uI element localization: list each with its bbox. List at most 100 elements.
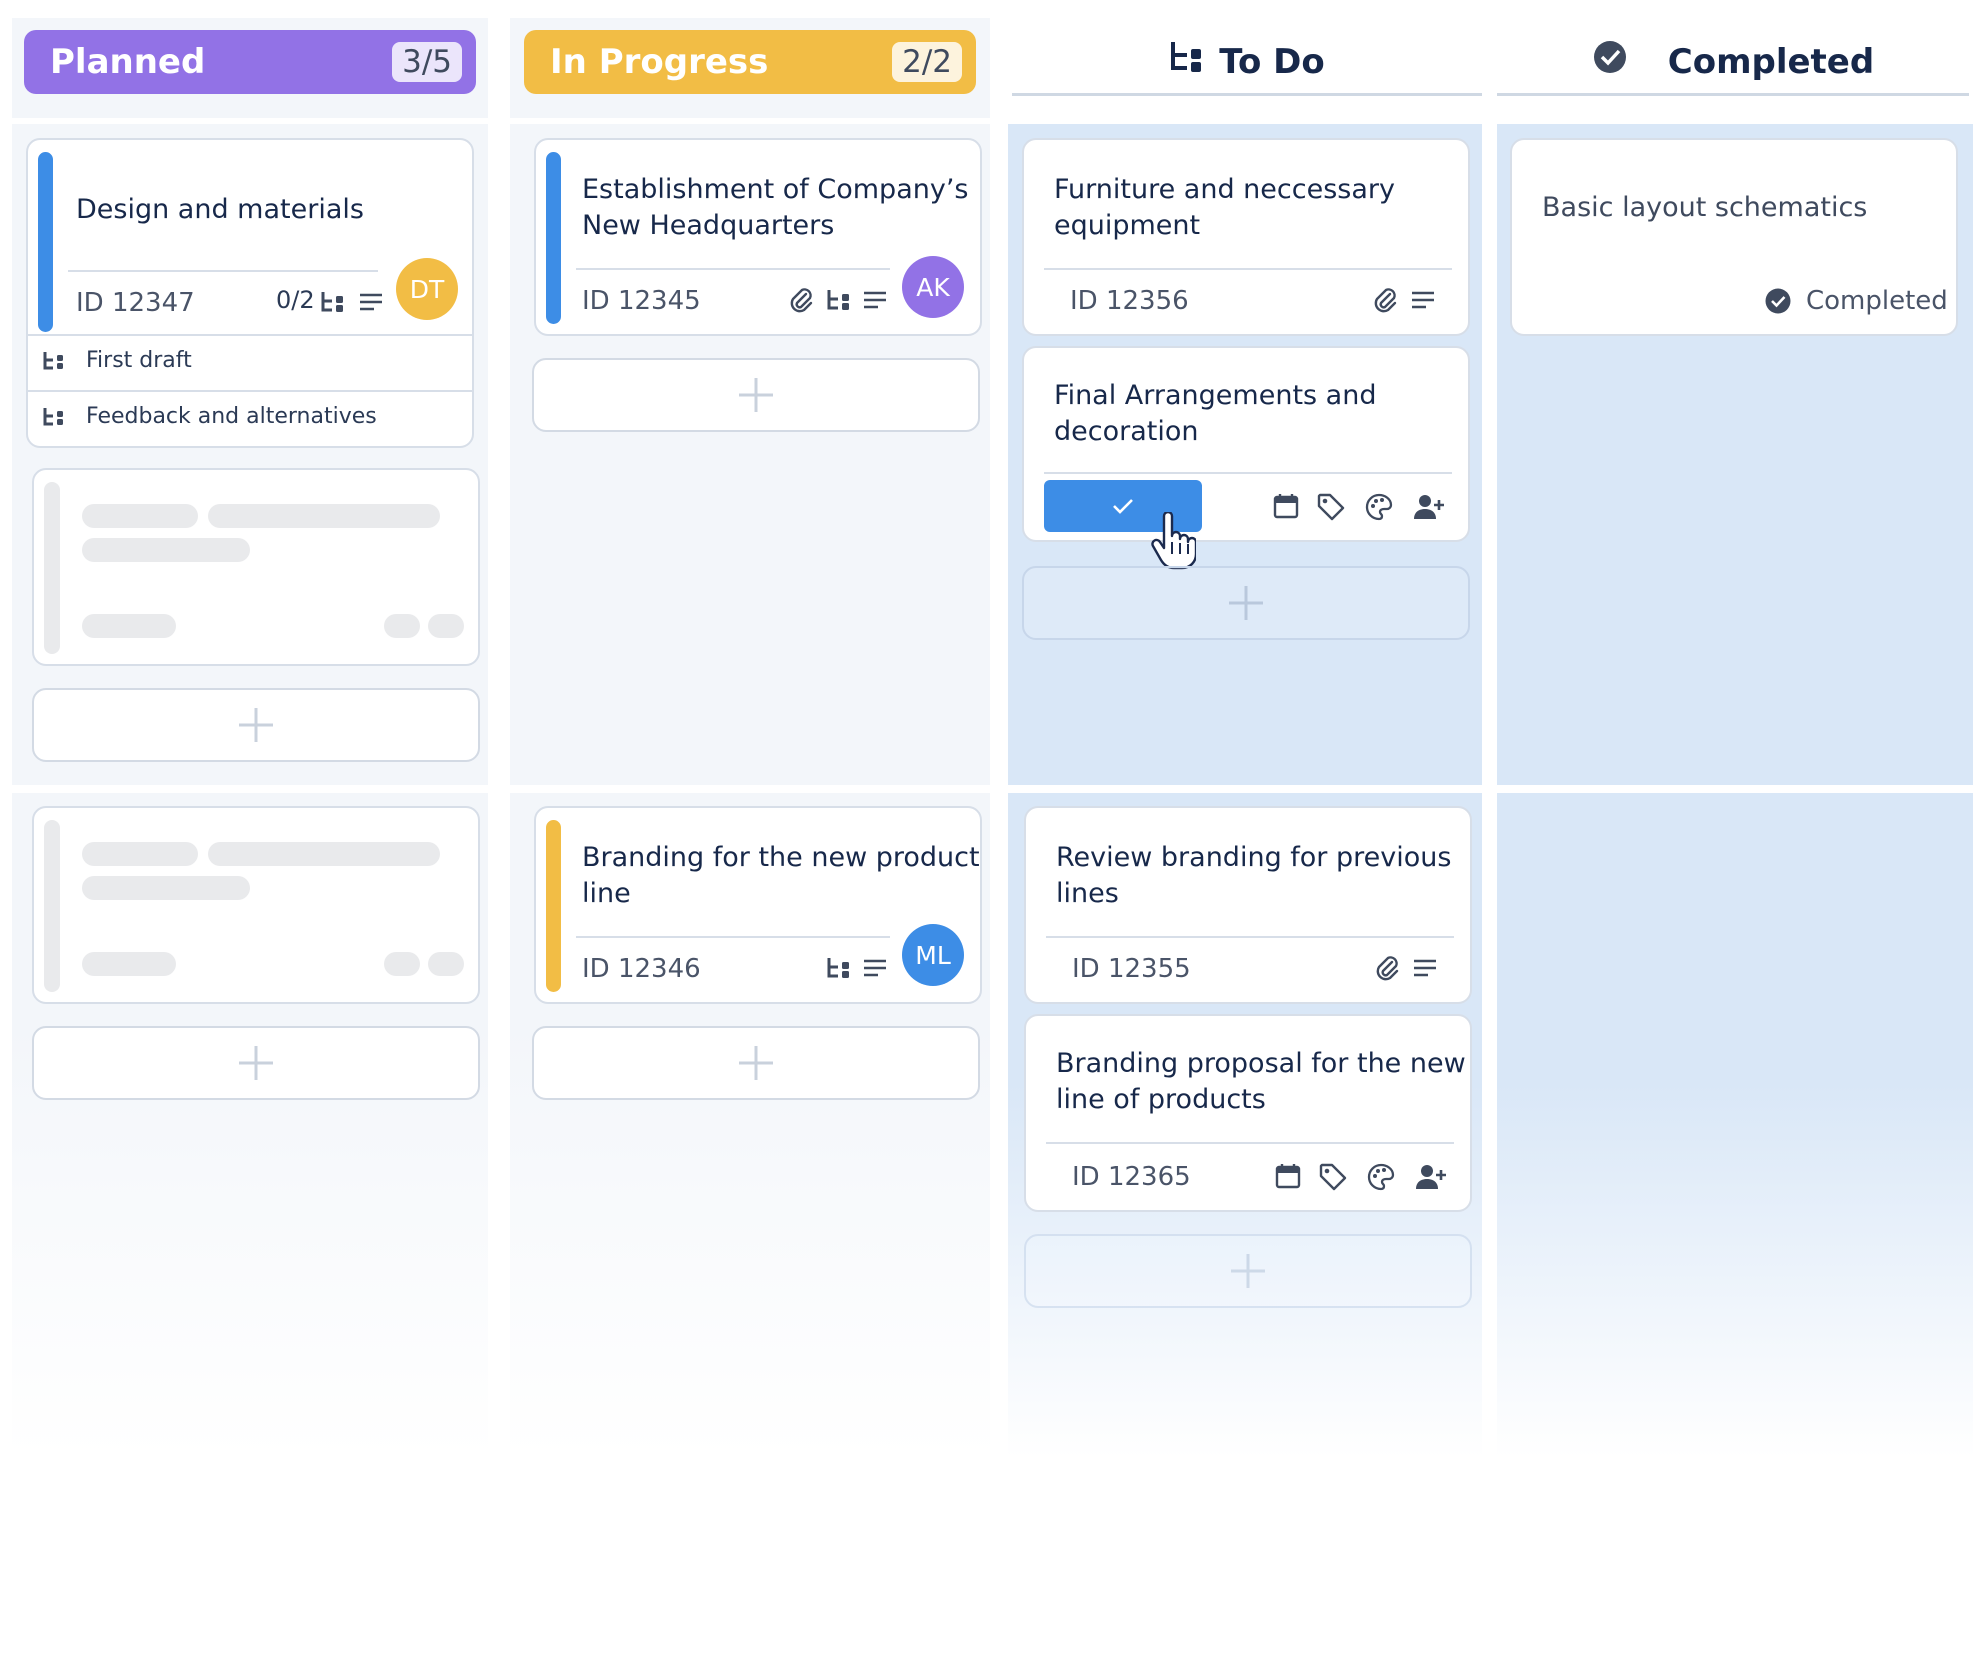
task-card-branding-new[interactable]: Branding for the new product line ID 123… xyxy=(534,806,982,1004)
card-id: ID 12356 xyxy=(1070,286,1189,316)
palette-icon[interactable] xyxy=(1364,492,1394,522)
card-id: ID 12345 xyxy=(582,286,701,316)
attachment-icon xyxy=(788,286,814,316)
skeleton-dot xyxy=(428,952,464,976)
in-progress-count-badge: 2/2 xyxy=(892,42,962,82)
subtask-icon xyxy=(43,407,63,425)
plus-icon xyxy=(739,378,773,412)
add-person-icon[interactable] xyxy=(1414,1162,1448,1192)
skeleton-line xyxy=(82,876,250,900)
completed-title: Completed xyxy=(1667,41,1875,82)
card-title-line1: Branding proposal for the new xyxy=(1056,1048,1466,1079)
mark-complete-button[interactable] xyxy=(1044,480,1202,532)
checkmark-icon xyxy=(1113,499,1133,514)
card-title-line1: Review branding for previous xyxy=(1056,842,1452,873)
check-circle-icon xyxy=(1592,39,1628,84)
add-card-button[interactable] xyxy=(1024,1234,1472,1308)
calendar-icon[interactable] xyxy=(1272,492,1300,520)
subtask-icon xyxy=(43,351,63,369)
card-divider xyxy=(1044,472,1452,474)
priority-bar xyxy=(546,152,561,324)
subtask-item[interactable]: First draft xyxy=(42,348,192,373)
description-icon xyxy=(862,290,888,310)
card-divider xyxy=(1046,936,1454,938)
avatar[interactable]: DT xyxy=(396,258,458,320)
tag-icon[interactable] xyxy=(1318,1162,1348,1192)
priority-bar xyxy=(38,152,53,332)
card-divider xyxy=(28,334,474,336)
tag-icon[interactable] xyxy=(1316,492,1346,522)
skeleton-line xyxy=(208,842,440,866)
planned-title: Planned xyxy=(50,42,206,82)
plus-icon xyxy=(1231,1254,1265,1288)
skeleton-dot xyxy=(428,614,464,638)
card-id: ID 12347 xyxy=(76,288,195,318)
add-card-button[interactable] xyxy=(32,688,480,762)
card-title-line2: equipment xyxy=(1054,210,1201,241)
skeleton-line xyxy=(82,538,250,562)
avatar[interactable]: ML xyxy=(902,924,964,986)
planned-header[interactable]: Planned 3/5 xyxy=(24,30,476,94)
skeleton-bar xyxy=(44,820,60,992)
task-card-design[interactable]: Design and materials ID 12347 0/2 DT Fir… xyxy=(26,138,474,448)
placeholder-card xyxy=(32,806,480,1004)
subtask-count: 0/2 xyxy=(276,286,315,314)
skeleton-line xyxy=(208,504,440,528)
placeholder-card xyxy=(32,468,480,666)
attachment-icon xyxy=(1372,286,1398,316)
card-title-line2: decoration xyxy=(1054,416,1199,447)
description-icon xyxy=(862,958,888,978)
task-card-basic-layout[interactable]: Basic layout schematics Completed xyxy=(1510,138,1958,336)
card-title-line1: Branding for the new product xyxy=(582,842,980,873)
subtask-item[interactable]: Feedback and alternatives xyxy=(42,404,377,429)
planned-count-badge: 3/5 xyxy=(392,42,462,82)
completed-header[interactable]: Completed xyxy=(1497,30,1969,96)
task-card-review-branding[interactable]: Review branding for previous lines ID 12… xyxy=(1024,806,1472,1004)
plus-icon xyxy=(239,708,273,742)
card-divider xyxy=(1046,1142,1454,1144)
skeleton-dot xyxy=(384,952,420,976)
calendar-icon[interactable] xyxy=(1274,1162,1302,1190)
add-person-icon[interactable] xyxy=(1412,492,1446,522)
attachment-icon xyxy=(1374,954,1400,984)
pointer-cursor-icon xyxy=(1150,510,1198,576)
subtask-icon xyxy=(826,288,852,312)
description-icon xyxy=(1410,290,1436,310)
card-title-line2: line xyxy=(582,878,631,909)
task-card-furniture[interactable]: Furniture and neccessary equipment ID 12… xyxy=(1022,138,1470,336)
card-title-line2: New Headquarters xyxy=(582,210,835,241)
completed-status: Completed xyxy=(1764,286,1948,316)
skeleton-dot xyxy=(384,614,420,638)
check-circle-icon xyxy=(1765,288,1791,314)
card-id: ID 12355 xyxy=(1072,954,1191,984)
skeleton-line xyxy=(82,504,198,528)
card-id: ID 12365 xyxy=(1072,1162,1191,1192)
priority-bar xyxy=(546,820,561,992)
card-title-line1: Final Arrangements and xyxy=(1054,380,1377,411)
todo-title: To Do xyxy=(1219,41,1325,82)
add-card-button[interactable] xyxy=(532,358,980,432)
skeleton-line xyxy=(82,842,198,866)
palette-icon[interactable] xyxy=(1366,1162,1396,1192)
subtask-label: Feedback and alternatives xyxy=(86,404,377,429)
avatar[interactable]: AK xyxy=(902,256,964,318)
add-card-button[interactable] xyxy=(532,1026,980,1100)
skeleton-line xyxy=(82,614,176,638)
task-card-final-arrangements[interactable]: Final Arrangements and decoration xyxy=(1022,346,1470,542)
subtask-icon xyxy=(826,956,852,980)
plus-icon xyxy=(239,1046,273,1080)
add-card-button[interactable] xyxy=(32,1026,480,1100)
in-progress-header[interactable]: In Progress 2/2 xyxy=(524,30,976,94)
status-label: Completed xyxy=(1806,286,1948,316)
todo-header[interactable]: To Do xyxy=(1012,30,1482,96)
task-card-headquarters[interactable]: Establishment of Company’s New Headquart… xyxy=(534,138,982,336)
card-title-line1: Furniture and neccessary xyxy=(1054,174,1395,205)
card-divider xyxy=(68,270,378,272)
swimlane-separator xyxy=(0,118,1000,124)
description-icon xyxy=(1412,958,1438,978)
add-card-button[interactable] xyxy=(1022,566,1470,640)
card-title: Basic layout schematics xyxy=(1542,192,1868,223)
task-card-branding-proposal[interactable]: Branding proposal for the new line of pr… xyxy=(1024,1014,1472,1212)
card-title-line1: Establishment of Company’s xyxy=(582,174,969,205)
card-divider xyxy=(576,268,890,270)
